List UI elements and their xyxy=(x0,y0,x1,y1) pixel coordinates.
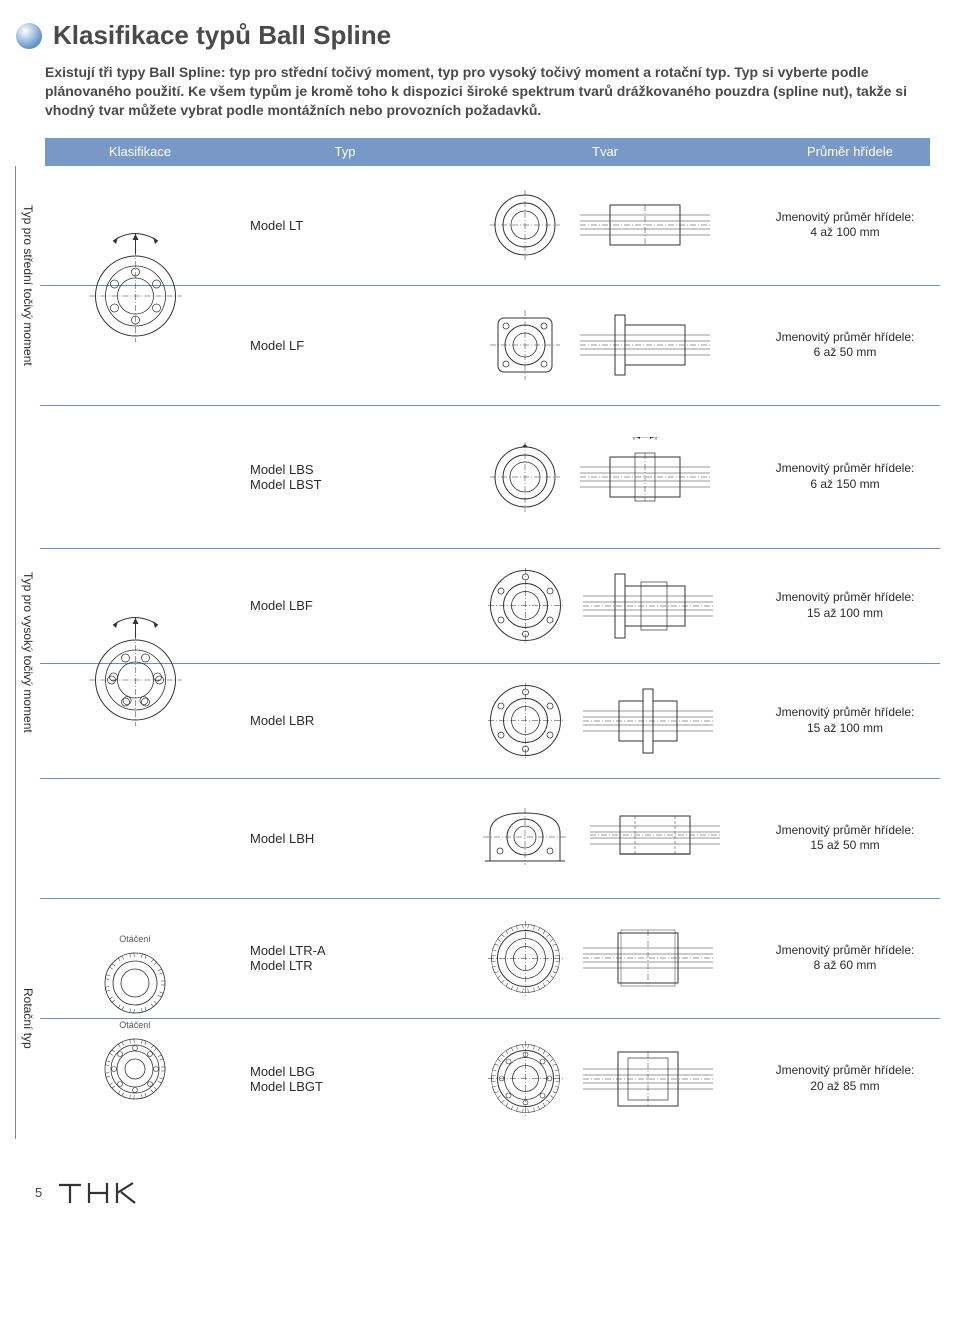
page-title: Klasifikace typů Ball Spline xyxy=(53,20,391,51)
diameter-value: 4 až 100 mm xyxy=(810,225,879,241)
diameter-label: Jmenovitý průměr hřídele: xyxy=(776,1063,915,1079)
sphere-bullet-icon xyxy=(15,22,43,50)
type-label: Model LTR xyxy=(250,958,313,973)
diameter-value: 8 až 60 mm xyxy=(814,958,877,974)
diameter-value: 6 až 150 mm xyxy=(810,477,879,493)
diameter-value: 15 až 100 mm xyxy=(807,721,883,737)
side-label-rotary: Rotační typ xyxy=(15,899,40,1139)
side-label-medium: Typ pro střední točivý moment xyxy=(15,166,40,406)
diameter-value: 15 až 50 mm xyxy=(810,838,879,854)
type-label: Model LBGT xyxy=(250,1079,323,1094)
page-number: 5 xyxy=(35,1185,42,1200)
shape-drawing xyxy=(450,568,750,643)
classification-drawing-rotary: Otáčení Otáčení xyxy=(40,899,230,1139)
shape-drawing xyxy=(450,803,750,873)
shape-drawing xyxy=(450,310,750,380)
classification-drawing-medium xyxy=(40,166,230,406)
header-type: Typ xyxy=(235,139,455,164)
shape-drawing xyxy=(450,1041,750,1116)
classification-drawing-high xyxy=(40,484,230,857)
diameter-value: 15 až 100 mm xyxy=(807,606,883,622)
type-label: Model LBG xyxy=(250,1064,315,1079)
diameter-label: Jmenovitý průměr hřídele: xyxy=(776,330,915,346)
rotation-label: Otáčení xyxy=(119,934,151,944)
type-label: Model LBF xyxy=(250,598,313,613)
diameter-value: 6 až 50 mm xyxy=(814,345,877,361)
type-label: Model LT xyxy=(250,218,303,233)
shape-drawing xyxy=(450,683,750,758)
type-label: Model LBST xyxy=(250,477,322,492)
thk-logo xyxy=(57,1179,147,1207)
type-label: Model LBS xyxy=(250,462,314,477)
type-label: Model LBH xyxy=(250,831,314,846)
diameter-label: Jmenovitý průměr hřídele: xyxy=(776,461,915,477)
diameter-label: Jmenovitý průměr hřídele: xyxy=(776,590,915,606)
type-label: Model LF xyxy=(250,338,304,353)
diameter-label: Jmenovitý průměr hřídele: xyxy=(776,210,915,226)
shape-drawing xyxy=(450,921,750,996)
shape-drawing xyxy=(450,190,750,260)
type-label: Model LTR-A xyxy=(250,943,326,958)
header-diameter: Průměr hřídele xyxy=(755,139,945,164)
diameter-label: Jmenovitý průměr hřídele: xyxy=(776,823,915,839)
rotation-label: Otáčení xyxy=(119,1020,151,1030)
shape-drawing xyxy=(450,437,750,517)
diameter-value: 20 až 85 mm xyxy=(810,1079,879,1095)
diameter-label: Jmenovitý průměr hřídele: xyxy=(776,943,915,959)
header-shape: Tvar xyxy=(455,139,755,164)
diameter-label: Jmenovitý průměr hřídele: xyxy=(776,705,915,721)
side-label-high: Typ pro vysoký točivý moment xyxy=(15,406,40,899)
type-label: Model LBR xyxy=(250,713,314,728)
